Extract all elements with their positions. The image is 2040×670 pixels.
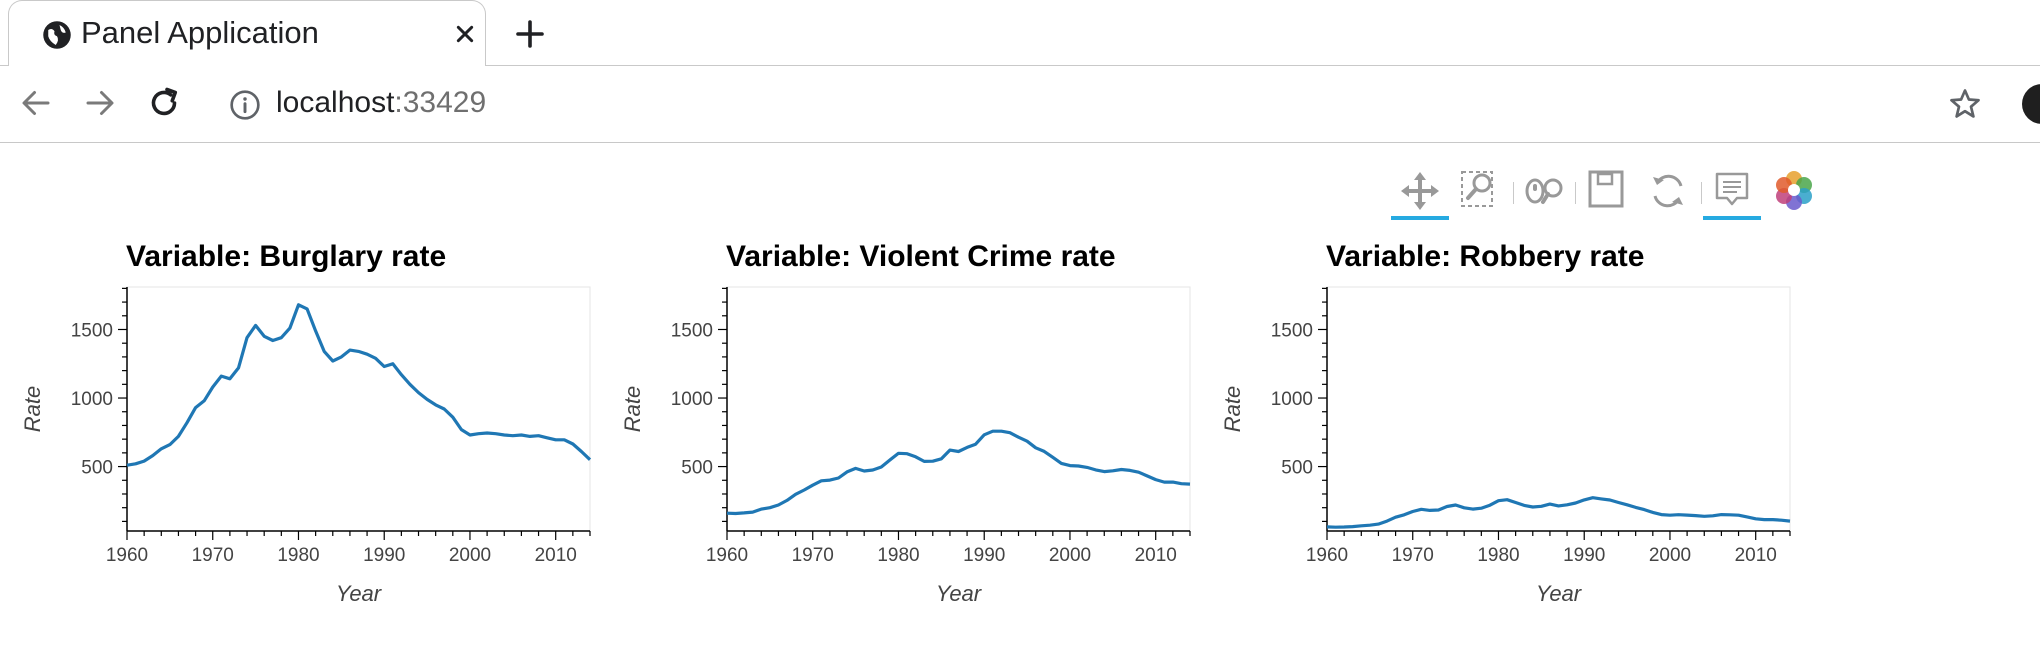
plot-frame [1326,286,1791,532]
x-tick-label: 1980 [877,545,919,566]
address-bar[interactable]: localhost:33429 [276,86,486,120]
bokeh-toolbar [1385,162,1815,222]
y-tick-label: 500 [81,458,113,479]
reset-icon [1653,174,1683,208]
x-tick-label: 2010 [535,545,577,566]
bookmark-star-icon[interactable] [1947,86,1983,122]
x-tick-label: 1960 [1306,545,1348,566]
plot-panel-robbery: Variable: Robbery rate 1960 1970 1980 1990 2… [1200,222,1800,622]
plot-title: Variable: Robbery rate [1326,240,1645,273]
reload-icon[interactable] [146,85,182,121]
series-line[interactable] [126,303,592,467]
y-tick-label: 500 [681,458,713,479]
x-tick-label: 1970 [792,545,834,566]
y-tick-label: 1500 [71,320,113,341]
back-arrow-icon[interactable] [18,85,54,121]
x-axis-label: Year [936,581,983,606]
x-tick-label: 1960 [106,545,148,566]
plot-title: Variable: Burglary rate [126,240,447,273]
tab-title: Panel Application [81,15,319,50]
browser-tab[interactable]: Panel Application [8,0,486,66]
x-tick-label: 1970 [192,545,234,566]
x-axis-label: Year [336,581,383,606]
x-tick-label: 2000 [449,545,491,566]
pan-tool[interactable] [1391,162,1449,220]
x-tick-label: 1980 [1477,545,1519,566]
plot-panel-violent-crime: Variable: Violent Crime rate 1960 1970 198… [600,222,1200,622]
y-axis-label: Rate [20,386,45,432]
x-tick-label: 1960 [706,545,748,566]
y-tick-label: 1000 [671,389,713,410]
wheel-zoom-icon [1525,178,1563,204]
x-tick-label: 1970 [1392,545,1434,566]
y-tick-label: 1500 [1271,320,1313,341]
new-tab-icon[interactable] [512,16,548,52]
address-port: :33429 [394,86,487,119]
plot-title: Variable: Violent Crime rate [726,240,1116,273]
toolbar-separator [1575,182,1576,204]
line-chart-burglary[interactable]: 1960 1970 1980 1990 2000 2010 500 1000 1500 Year R… [0,222,600,622]
x-tick-label: 2010 [1135,545,1177,566]
x-tick-label: 2000 [1649,545,1691,566]
globe-icon [43,21,71,49]
save-icon [1588,170,1624,208]
x-axis-label: Year [1536,581,1583,606]
plot-frame [126,286,591,532]
x-tick-label: 1990 [963,545,1005,566]
pan-icon [1401,172,1439,210]
x-tick-label: 2000 [1049,545,1091,566]
bokeh-logo-icon [1776,171,1812,210]
toolbar-divider [0,142,2040,143]
x-tick-label: 2010 [1735,545,1777,566]
forward-arrow-icon[interactable] [82,85,118,121]
reset-tool[interactable] [1639,162,1697,218]
save-tool[interactable] [1577,162,1635,218]
tab-strip-divider [0,65,2040,66]
line-chart-violent-crime[interactable]: 1960 1970 1980 1990 2000 2010 500 1000 1500 Year R… [600,222,1200,622]
browser-tab-strip: Panel Application [0,0,2040,66]
line-chart-robbery[interactable]: 1960 1970 1980 1990 2000 2010 500 1000 1500 Year R… [1200,222,1800,622]
y-tick-label: 500 [1281,458,1313,479]
address-host: localhost [276,86,395,119]
wheel-zoom-tool[interactable] [1515,162,1573,218]
x-tick-label: 1980 [277,545,319,566]
y-tick-label: 1500 [671,320,713,341]
x-tick-label: 1990 [1563,545,1605,566]
series-line[interactable] [1326,496,1791,529]
y-tick-label: 1000 [1271,389,1313,410]
close-icon[interactable] [449,18,481,50]
toolbar-separator [1513,182,1514,204]
box-zoom-icon [1461,171,1493,207]
hover-tooltip-icon [1715,172,1749,206]
bokeh-logo[interactable] [1765,162,1823,218]
browser-toolbar: localhost:33429 [0,66,2040,142]
box-zoom-tool[interactable] [1451,162,1509,218]
toolbar-separator [1701,182,1702,204]
y-tick-label: 1000 [71,389,113,410]
x-tick-label: 1990 [363,545,405,566]
info-icon[interactable] [229,89,261,121]
profile-avatar-icon[interactable] [2022,84,2040,124]
series-line[interactable] [726,429,1191,516]
y-axis-label: Rate [620,386,645,432]
y-axis-label: Rate [1220,386,1245,432]
plot-panel-burglary: Variable: Burglary rate 1960 1970 1980 1990… [0,222,600,622]
hover-tool[interactable] [1703,162,1761,220]
